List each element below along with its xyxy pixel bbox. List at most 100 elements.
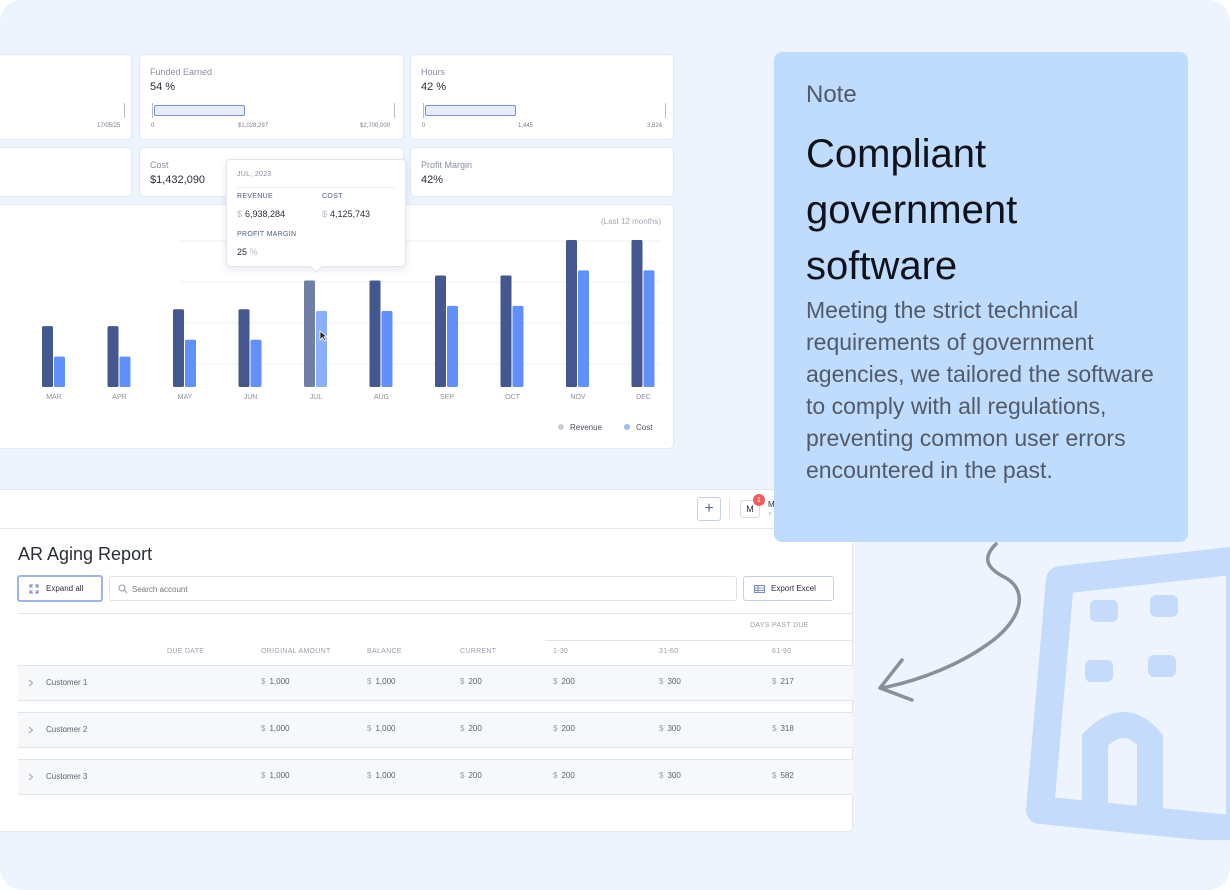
currency-symbol: $ bbox=[460, 771, 465, 780]
tooltip-divider bbox=[237, 187, 395, 188]
kpi-card-hours: Hours 42 % 0 1,445 3,824 bbox=[410, 54, 674, 140]
amount: 200 bbox=[468, 771, 482, 780]
kpi-value: 42% bbox=[421, 174, 444, 186]
col-original-amount: ORIGINAL AMOUNT bbox=[261, 648, 331, 655]
currency-symbol: $ bbox=[659, 677, 664, 686]
export-excel-label: Export Excel bbox=[771, 584, 816, 593]
bar-cost-nov[interactable] bbox=[578, 270, 589, 387]
currency-symbol: $ bbox=[553, 724, 558, 733]
header-separator bbox=[729, 499, 730, 519]
tooltip-cost-value: $4,125,743 bbox=[322, 209, 370, 219]
bar-revenue-mar[interactable] bbox=[42, 326, 53, 387]
kpi-title: Cost bbox=[150, 160, 169, 170]
amount: 1,000 bbox=[269, 724, 290, 733]
chevron-right-icon[interactable] bbox=[28, 773, 34, 781]
amount: 200 bbox=[561, 771, 575, 780]
chart-tooltip: JUL, 2023 REVENUE $6,938,284 COST $4,125… bbox=[226, 159, 406, 273]
tooltip-margin-value: 25 % bbox=[237, 247, 261, 257]
bar-cost-apr[interactable] bbox=[119, 356, 131, 387]
amount: 200 bbox=[561, 677, 575, 686]
expand-icon bbox=[29, 584, 39, 593]
bar-revenue-oct[interactable] bbox=[500, 275, 512, 387]
col-61-90: 61-90 bbox=[772, 648, 792, 655]
bar-cost-jun[interactable] bbox=[250, 339, 262, 387]
avatar-initial: M bbox=[746, 504, 754, 514]
bar-cost-may[interactable] bbox=[185, 339, 196, 387]
search-input[interactable] bbox=[132, 581, 722, 597]
cell-original: $1,000 bbox=[261, 724, 289, 733]
col-1-30: 1-30 bbox=[553, 648, 569, 655]
kpi-tick bbox=[124, 103, 125, 118]
legend-dot-revenue bbox=[558, 424, 564, 430]
plus-icon: + bbox=[704, 500, 714, 517]
x-tick-dec: DEC bbox=[636, 394, 651, 401]
note-callout: Note Compliant government software Meeti… bbox=[774, 52, 1188, 542]
chevron-right-icon[interactable] bbox=[28, 679, 34, 687]
amount: 1,000 bbox=[375, 724, 396, 733]
x-tick-aug: AUG bbox=[373, 394, 390, 401]
bar-cost-sep[interactable] bbox=[447, 305, 458, 387]
kpi-scale-mid: 1,445 bbox=[518, 123, 534, 129]
bar-revenue-nov[interactable] bbox=[566, 240, 577, 387]
bar-revenue-dec[interactable] bbox=[631, 240, 643, 387]
cell-original: $1,000 bbox=[261, 771, 289, 780]
table-row[interactable] bbox=[18, 712, 853, 748]
cell-current: $200 bbox=[460, 677, 482, 686]
currency-symbol: $ bbox=[367, 677, 372, 686]
cell-d61-90: $582 bbox=[772, 771, 794, 780]
bar-cost-mar[interactable] bbox=[54, 356, 65, 387]
amount: 200 bbox=[561, 724, 575, 733]
bar-cost-jul[interactable] bbox=[316, 310, 327, 387]
bar-cost-oct[interactable] bbox=[512, 305, 524, 387]
bar-revenue-jul[interactable] bbox=[304, 280, 315, 387]
cell-current: $200 bbox=[460, 724, 482, 733]
amount: 582 bbox=[780, 771, 794, 780]
kpi-progress-bar bbox=[154, 105, 245, 116]
legend-cost: Cost bbox=[636, 423, 653, 432]
revenue-amount: 6,938,284 bbox=[245, 209, 286, 219]
currency-symbol: $ bbox=[460, 724, 465, 733]
table-row[interactable] bbox=[18, 759, 853, 795]
export-excel-button[interactable]: Export Excel bbox=[743, 576, 834, 601]
table-row[interactable] bbox=[18, 665, 853, 701]
amount: 300 bbox=[667, 677, 681, 686]
kpi-scale-min: 0 bbox=[422, 123, 426, 129]
kpi-card-funded-earned: Funded Earned 54 % 0 $1,028,297 $2,700,0… bbox=[139, 54, 404, 140]
margin-unit: % bbox=[249, 247, 258, 257]
table-icon bbox=[754, 584, 765, 593]
notification-badge[interactable]: 1 bbox=[753, 494, 765, 506]
bar-revenue-aug[interactable] bbox=[369, 280, 381, 387]
bar-revenue-may[interactable] bbox=[173, 309, 184, 387]
kpi-card-profit-margin: Profit Margin 42% bbox=[410, 147, 674, 197]
bar-revenue-jun[interactable] bbox=[238, 309, 250, 387]
bar-revenue-sep[interactable] bbox=[435, 275, 446, 387]
col-current: CURRENT bbox=[460, 648, 497, 655]
kpi-tick bbox=[152, 103, 153, 118]
x-tick-jul: JUL bbox=[309, 394, 323, 401]
cost-amount: 4,125,743 bbox=[330, 209, 371, 219]
bar-cost-dec[interactable] bbox=[643, 270, 655, 387]
currency-symbol: $ bbox=[659, 771, 664, 780]
cell-d1-30: $200 bbox=[553, 724, 575, 733]
tooltip-cost-label: COST bbox=[322, 193, 343, 200]
expand-all-button[interactable]: Expand all bbox=[17, 575, 103, 602]
legend-revenue: Revenue bbox=[570, 423, 603, 432]
search-field[interactable] bbox=[109, 576, 737, 601]
margin-amount: 25 bbox=[237, 247, 248, 257]
cell-balance: $1,000 bbox=[367, 771, 395, 780]
chart-subtitle: (Last 12 months) bbox=[600, 217, 661, 226]
cell-d31-60: $300 bbox=[659, 677, 681, 686]
customer-name: Customer 2 bbox=[46, 725, 88, 734]
kpi-value: 42 % bbox=[421, 81, 447, 93]
bar-revenue-apr[interactable] bbox=[107, 326, 119, 387]
chevron-right-icon[interactable] bbox=[28, 726, 34, 734]
amount: 300 bbox=[667, 724, 681, 733]
x-tick-sep: SEP bbox=[439, 394, 454, 401]
bar-cost-aug[interactable] bbox=[381, 310, 393, 387]
mouse-cursor-icon bbox=[319, 330, 328, 342]
currency-symbol: $ bbox=[367, 771, 372, 780]
currency-symbol: $ bbox=[261, 677, 266, 686]
currency-symbol: $ bbox=[261, 771, 266, 780]
add-button[interactable]: + bbox=[697, 497, 721, 521]
amount: 1,000 bbox=[375, 677, 396, 686]
